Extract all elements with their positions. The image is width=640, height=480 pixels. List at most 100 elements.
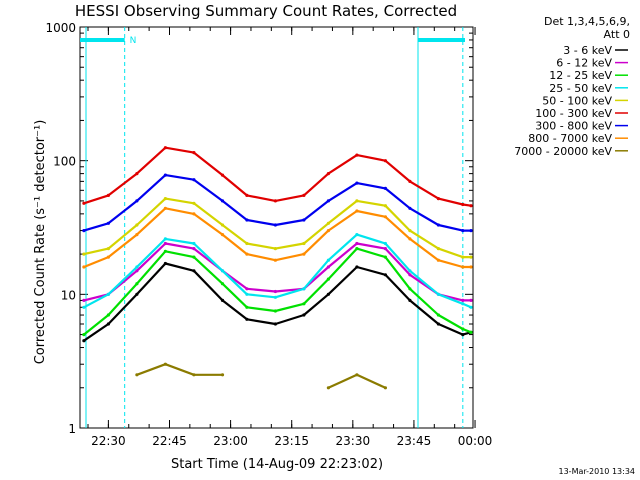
series-point-3 [135,265,139,269]
series-point-4 [273,247,277,251]
series-point-4 [355,199,359,203]
legend-label-1: 6 - 12 keV [556,57,612,70]
series-point-4 [220,223,225,227]
series-point-3 [192,241,196,246]
series-point-7 [469,265,473,269]
series-point-7 [461,265,465,269]
series-point-2 [163,249,167,253]
series-point-1 [163,241,167,246]
series-point-4 [436,247,440,251]
timestamp: 13-Mar-2010 13:34 [559,467,636,476]
legend-label-3: 25 - 50 keV [549,82,612,95]
series-point-6 [82,229,86,233]
series-point-5 [163,146,167,150]
y-tick-label: 100 [53,155,76,169]
series-line-8 [136,363,223,376]
series-point-1 [355,241,359,246]
plot-area: 1 10 100 1000 22:30 22:45 23:00 23:15 23:30 23:45… [45,21,492,448]
legend-label-4: 50 - 100 keV [542,94,612,107]
series-point-5 [135,172,139,176]
series-point-3 [82,305,86,309]
series-point-2 [106,313,110,317]
series-point-1 [326,265,330,269]
series-point-6 [408,206,412,210]
series-point-2 [192,255,196,259]
series-point-7 [273,258,277,262]
legend-title-line-2: Att 0 [604,28,630,41]
x-axis-label: Start Time (14-Aug-09 22:23:02) [171,457,383,472]
series-point-0 [192,269,196,273]
series-point-6 [436,223,440,227]
series-point-6 [273,223,277,227]
series-line-8 [327,373,386,389]
series-point-1 [273,289,277,294]
series-point-2 [273,309,277,313]
series-point-3 [436,292,440,296]
series-point-5 [106,193,110,197]
series-point-0 [220,298,225,302]
series-point-4 [383,204,387,208]
series-point-1 [461,298,465,302]
legend-label-0: 3 - 6 keV [563,44,612,57]
legend-label-6: 300 - 800 keV [535,120,612,133]
x-tick-label: 22:45 [152,434,187,448]
series-point-0 [106,322,110,326]
series-point-1 [245,287,249,291]
series-point-0 [436,322,440,326]
y-axis-label: Corrected Count Rate (s⁻¹ detector⁻¹) [33,120,48,365]
series-point-4 [135,223,139,227]
series-point-0 [245,317,249,321]
series-point-2 [436,313,440,317]
series-point-4 [106,247,110,251]
series-point-0 [383,273,387,277]
series-point-6 [469,229,473,233]
series-point-3 [408,269,412,273]
y-tick-label: 1000 [45,21,76,35]
series-point-3 [469,305,473,309]
series-point-1 [82,298,86,302]
series-point-6 [192,178,196,182]
series-point-6 [383,186,387,190]
series-point-2 [469,330,473,334]
series-point-7 [436,258,440,262]
series-point-3 [163,237,167,241]
series-point-4 [192,201,196,205]
series-point-5 [326,172,330,176]
series-point-4 [461,255,465,259]
series-line-2 [83,247,472,336]
series-line-4 [83,197,471,259]
series-point-7 [163,206,167,210]
legend-label-8: 7000 - 20000 keV [514,145,612,158]
series-line-6 [83,174,471,232]
legend-label-2: 12 - 25 keV [549,69,612,82]
series-point-2 [461,327,465,331]
series-point-6 [302,218,306,222]
series-line-5 [83,146,472,207]
series-point-1 [408,273,412,277]
series-point-3 [383,241,387,246]
series-point-7 [192,212,196,216]
series-point-4 [408,229,412,233]
series-point-8 [326,386,330,390]
series-point-0 [461,333,465,337]
series-point-3 [461,302,465,306]
x-tick-label: 00:00 [458,434,493,448]
series-point-5 [469,204,473,208]
legend-title-line-1: Det 1,3,4,5,6,9, [544,15,630,28]
series-point-8 [135,373,139,377]
series-point-3 [302,287,306,291]
plot-frame [79,26,474,429]
x-tick-label: 23:45 [397,434,432,448]
series-point-2 [355,247,359,251]
series-point-4 [469,255,473,259]
y-tick-label: 10 [61,288,76,302]
x-tick-label: 23:30 [336,434,371,448]
series-point-7 [135,233,139,237]
series-point-5 [408,179,412,183]
series-point-1 [192,247,196,251]
series-point-3 [245,292,249,296]
series-line-1 [83,242,471,302]
series-point-3 [106,292,110,296]
